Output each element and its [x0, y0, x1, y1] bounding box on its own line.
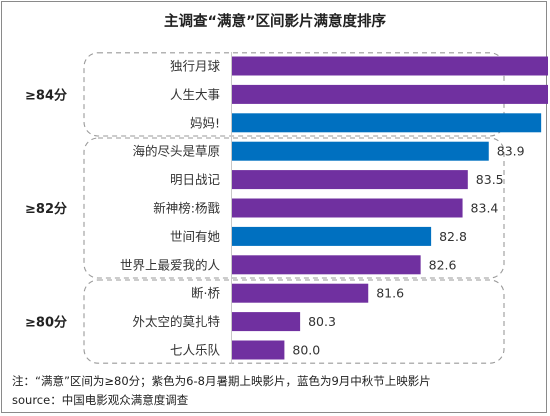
category-label: 七人乐队	[170, 343, 221, 358]
data-label: 81.6	[376, 286, 404, 301]
data-label: 82.6	[429, 257, 457, 272]
category-label: 海的尽头是草原	[132, 144, 220, 159]
bar	[232, 340, 285, 360]
category-label: 断·桥	[191, 286, 220, 301]
category-label: 妈妈!	[190, 115, 220, 130]
data-label: 83.5	[476, 172, 504, 187]
bar	[232, 255, 421, 275]
category-label: 独行月球	[170, 59, 221, 74]
group-box	[83, 279, 505, 364]
bar	[232, 84, 548, 104]
group-label: ≥80分	[25, 315, 67, 331]
category-label: 外太空的莫扎特	[132, 314, 220, 329]
category-label: 世界上最爱我的人	[120, 257, 221, 272]
category-label: 人生大事	[170, 87, 220, 102]
bar	[232, 113, 542, 133]
bar	[232, 141, 489, 161]
data-label: 82.8	[439, 229, 467, 244]
bar	[232, 198, 463, 218]
bar	[232, 56, 548, 76]
group-box	[83, 137, 505, 279]
data-label: 83.4	[471, 201, 499, 216]
bar	[232, 283, 369, 303]
group-label: ≥84分	[25, 87, 67, 103]
category-label: 明日战记	[170, 172, 221, 187]
category-label: 世间有她	[170, 229, 220, 244]
chart-source: source：中国电影观众满意度调查	[12, 393, 189, 407]
category-label: 新神榜:杨戬	[153, 201, 220, 216]
group-label: ≥82分	[25, 201, 67, 217]
bar	[232, 170, 468, 190]
bar	[232, 312, 301, 332]
chart-footnote: 注：“满意”区间为≥80分；紫色为6-8月暑期上映影片，蓝色为9月中秋节上映影片	[12, 374, 431, 388]
data-label: 80.0	[292, 343, 320, 358]
bar	[232, 226, 432, 246]
data-label: 80.3	[308, 314, 336, 329]
data-label: 83.9	[497, 144, 525, 159]
chart-title: 主调查“满意”区间影片满意度排序	[164, 12, 387, 30]
